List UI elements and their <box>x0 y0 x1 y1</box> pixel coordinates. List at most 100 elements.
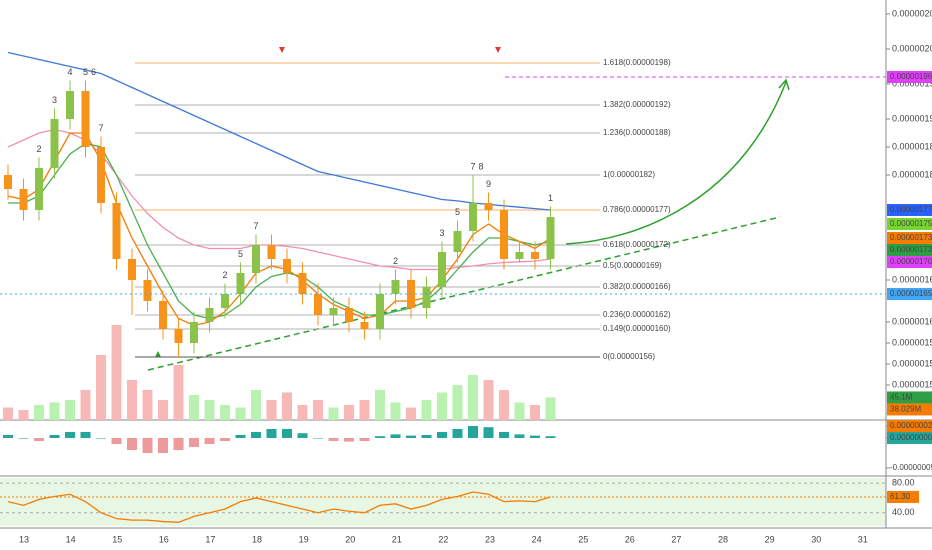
volume-bar <box>127 380 137 420</box>
price-badge <box>887 256 932 268</box>
price-badge-label: 0.00000196 <box>890 72 932 81</box>
candle-body <box>298 273 307 294</box>
candle-body <box>50 119 59 168</box>
td-count: 1 <box>548 193 553 203</box>
macd-bar <box>359 438 370 441</box>
fib-label: 1.618(0.00000198) <box>603 58 671 67</box>
macd-bar <box>483 427 494 438</box>
y-tick-label: 0.00000155 <box>892 358 932 368</box>
x-tick-label: 27 <box>671 534 681 544</box>
macd-bar <box>390 434 401 438</box>
marker <box>155 351 161 357</box>
volume-bar <box>375 390 385 420</box>
x-tick-label: 18 <box>252 534 262 544</box>
y-tick-label: 0.00000182 <box>892 169 932 179</box>
candle-body <box>97 147 105 203</box>
volume-bar <box>514 402 525 420</box>
td-count: 5 <box>238 249 243 259</box>
x-tick-label: 23 <box>485 534 495 544</box>
rsi-band <box>0 478 886 526</box>
trend-line <box>147 216 781 371</box>
x-tick-label: 13 <box>19 534 29 544</box>
x-tick-label: 25 <box>578 534 588 544</box>
candle-body <box>205 308 214 322</box>
candle-body <box>345 308 353 322</box>
volume-bar <box>344 405 354 420</box>
y-tick-label: 0.00000158 <box>892 337 932 347</box>
x-tick-label: 26 <box>625 534 635 544</box>
price-badge <box>887 218 932 230</box>
candle-body <box>252 245 260 273</box>
y-tick-label: 0.00000195 <box>892 78 932 88</box>
y-tick-label: 0.00000186 <box>892 141 932 151</box>
candle-body <box>500 210 508 259</box>
volume-bar <box>158 400 168 420</box>
fib-label: 0.618(0.00000172) <box>603 240 671 249</box>
x-tick-label: 30 <box>811 534 821 544</box>
macd-bar <box>375 436 385 438</box>
volume-bar <box>80 390 91 420</box>
candle-body <box>221 294 229 308</box>
x-tick-label: 21 <box>392 534 402 544</box>
candle-body <box>314 294 322 315</box>
macd-bar <box>344 438 354 442</box>
price-badge-label: 0.00000177 <box>890 205 932 214</box>
price-badge-label: 0.00000173 <box>890 233 932 242</box>
macd-bar <box>452 429 463 438</box>
volume-bar <box>406 407 416 420</box>
volume-bar <box>545 397 556 420</box>
candle-body <box>174 329 183 343</box>
x-tick-label: 20 <box>345 534 355 544</box>
volume-bar <box>359 400 370 420</box>
price-badge <box>887 204 932 216</box>
volume-bar <box>282 392 292 420</box>
td-count: 9 <box>486 179 491 189</box>
candle-body <box>484 203 493 210</box>
volume-bar <box>297 405 308 420</box>
x-tick-label: 19 <box>299 534 309 544</box>
arrow-head <box>778 78 790 91</box>
marker <box>279 47 285 53</box>
x-tick-label: 29 <box>765 534 775 544</box>
x-tick-label: 22 <box>438 534 448 544</box>
volume-badge <box>887 391 932 404</box>
candle-body <box>143 280 152 301</box>
td-count: 5 <box>455 207 460 217</box>
td-count: 3 <box>52 95 57 105</box>
y-tick-label: 0.00000190 <box>892 113 932 123</box>
y-tick-label: 0.00000200 <box>892 43 932 53</box>
volume-bar <box>49 402 60 420</box>
y-tick-label: 40.00 <box>892 507 915 517</box>
price-badge <box>887 288 932 300</box>
candle-body <box>469 203 477 231</box>
macd-bar <box>204 438 215 444</box>
macd-bar <box>266 429 277 438</box>
candle-body <box>35 168 43 210</box>
fib-label: 1(0.00000182) <box>603 170 655 179</box>
moving-average <box>8 142 551 320</box>
rsi-badge-label: 61.30 <box>890 492 911 501</box>
volume-bar <box>34 405 44 420</box>
td-count: 7 <box>253 221 258 231</box>
x-tick-label: 17 <box>205 534 215 544</box>
y-tick-label: 0.00000161 <box>892 316 932 326</box>
candle-body <box>190 322 198 343</box>
volume-bar <box>266 400 277 420</box>
volume-bar <box>142 390 153 420</box>
volume-bar <box>437 392 447 420</box>
td-count: 7 <box>98 123 103 133</box>
macd-bar <box>49 435 60 438</box>
y-tick-label: 0.00000002 <box>890 421 932 430</box>
candle-body <box>128 259 136 280</box>
x-tick-label: 24 <box>532 534 542 544</box>
volume-bar <box>483 380 494 420</box>
macd-bar <box>3 435 13 438</box>
candle-body <box>4 175 12 189</box>
x-tick-label: 14 <box>66 534 76 544</box>
macd-bar <box>65 432 75 438</box>
candle-body <box>376 294 384 329</box>
macd-bar <box>189 438 199 447</box>
td-count: 6 <box>91 67 96 77</box>
